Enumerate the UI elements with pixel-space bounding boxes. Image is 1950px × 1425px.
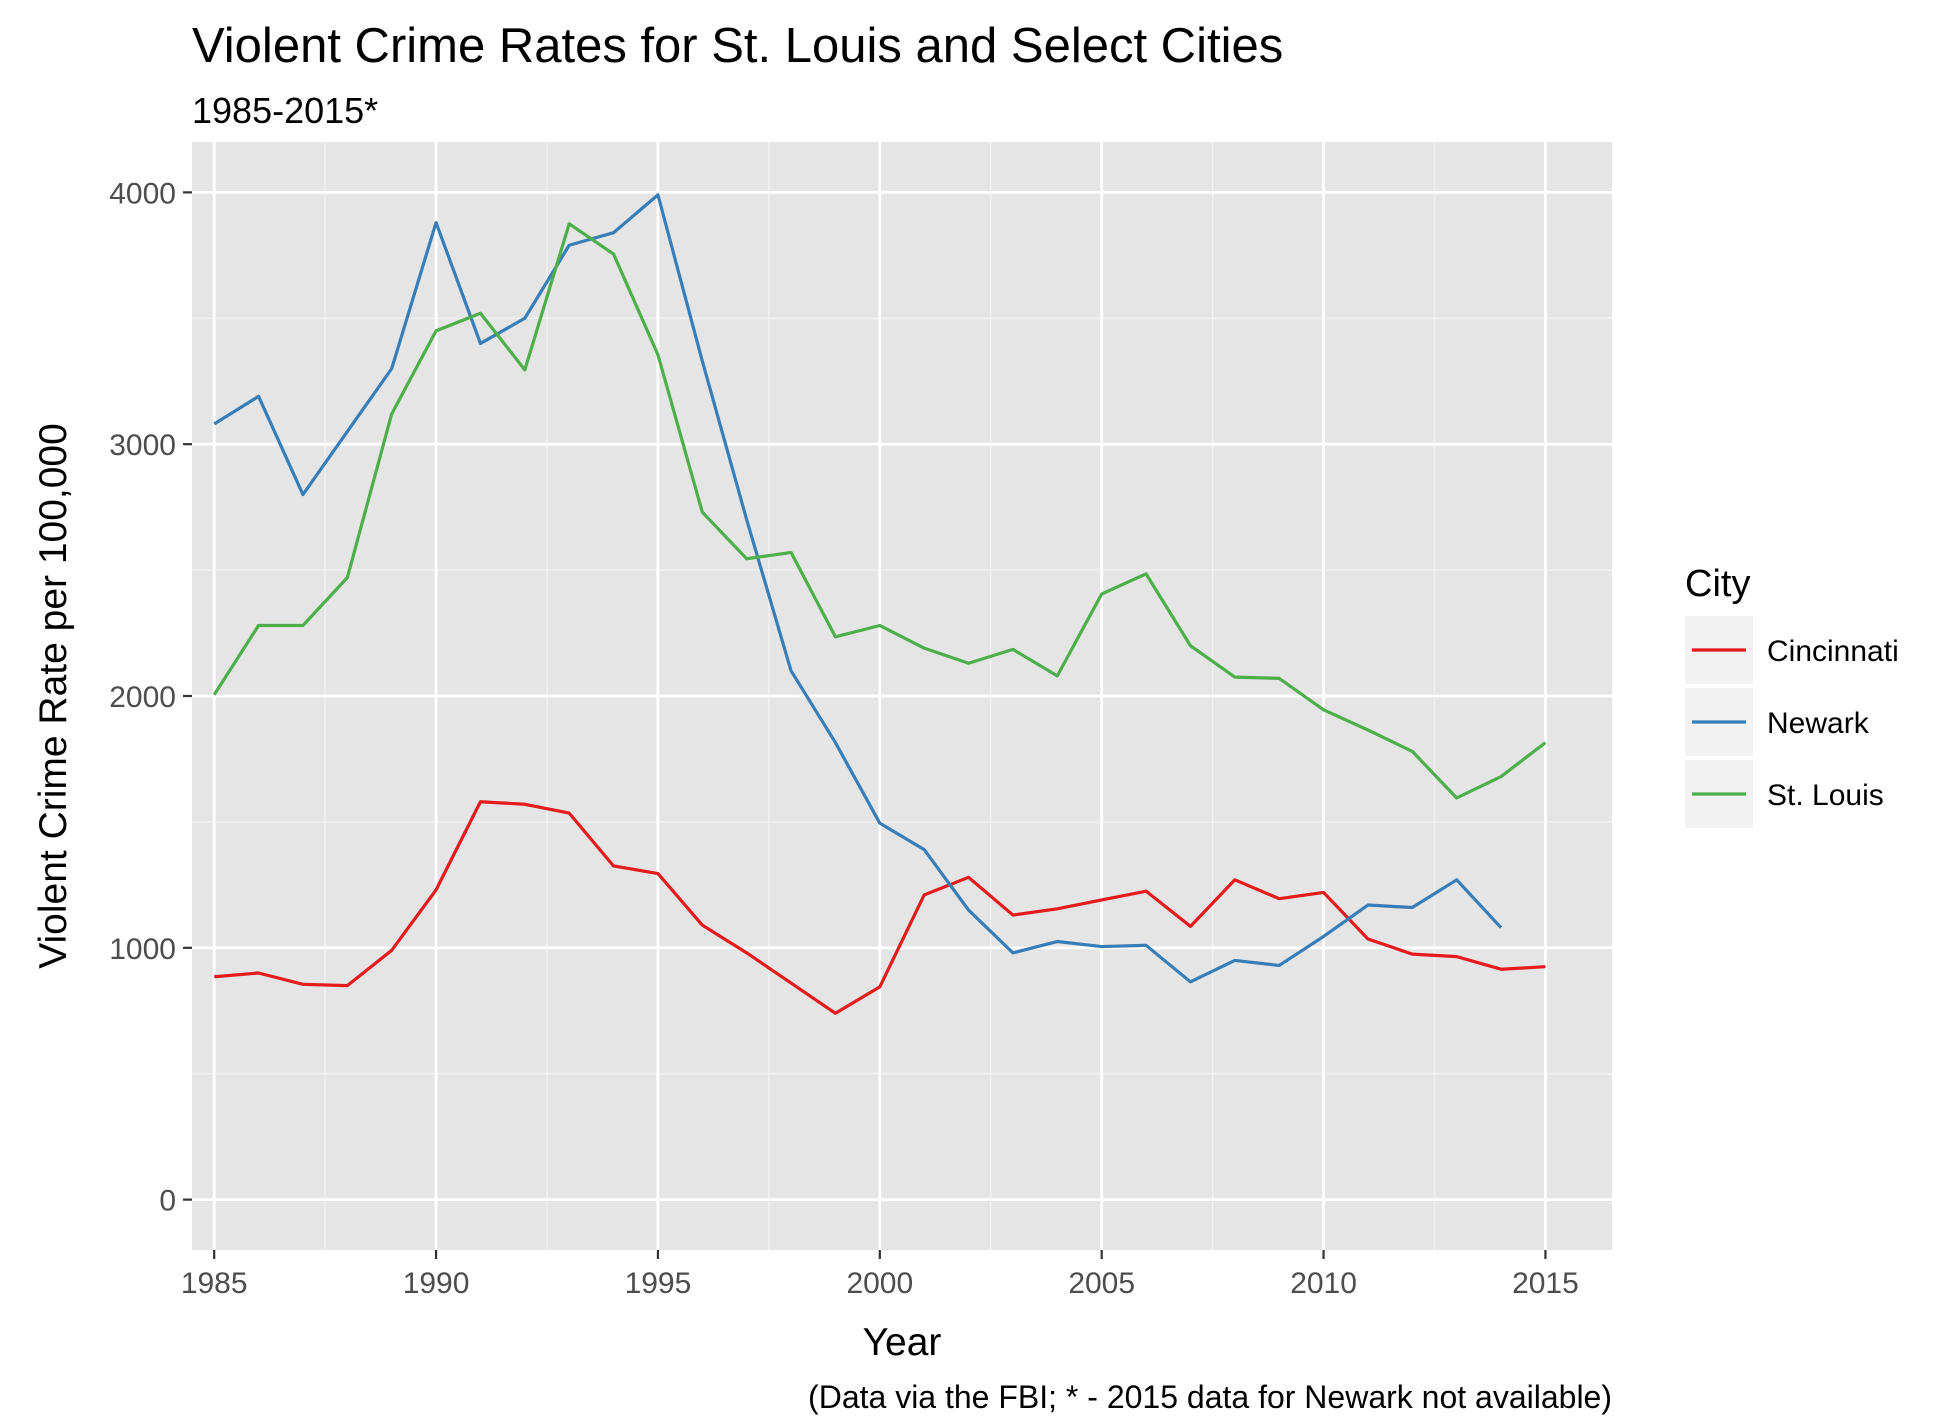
- series-line-newark: [213, 193, 1503, 984]
- x-tick-label: 1995: [625, 1267, 692, 1300]
- series-line-st-louis: [212, 222, 1547, 800]
- legend: City Cincinnati Newark St. Louis: [1685, 563, 1899, 828]
- x-tick-label: 2000: [846, 1267, 913, 1300]
- y-tick-label: 4000: [109, 177, 176, 210]
- y-tick-label: 2000: [109, 681, 176, 714]
- y-tick-label: 3000: [109, 429, 176, 462]
- y-axis: 0 1000 2000 3000 4000: [109, 177, 192, 1218]
- legend-title: City: [1685, 563, 1750, 605]
- x-tick-label: 2015: [1512, 1267, 1579, 1300]
- x-axis: 1985 1990 1995 2000 2005 2010 2015: [181, 1250, 1579, 1300]
- major-gridlines: [192, 142, 1612, 1250]
- legend-label: St. Louis: [1767, 779, 1884, 812]
- x-tick-label: 1990: [403, 1267, 470, 1300]
- x-tick-label: 2010: [1290, 1267, 1357, 1300]
- legend-label: Cincinnati: [1767, 635, 1899, 668]
- x-tick-label: 1985: [181, 1267, 248, 1300]
- legend-label: Newark: [1767, 707, 1870, 740]
- series-line-cincinnati: [214, 800, 1546, 1015]
- chart-subtitle: 1985-2015*: [192, 90, 378, 131]
- y-tick-label: 1000: [109, 933, 176, 966]
- y-axis-title: Violent Crime Rate per 100,000: [32, 423, 75, 969]
- caption: (Data via the FBI; * - 2015 data for New…: [808, 1379, 1612, 1415]
- x-axis-title: Year: [863, 1321, 942, 1364]
- y-tick-label: 0: [159, 1185, 176, 1218]
- chart-title: Violent Crime Rates for St. Louis and Se…: [192, 19, 1283, 73]
- series-lines: [212, 193, 1547, 1015]
- x-tick-label: 2005: [1068, 1267, 1135, 1300]
